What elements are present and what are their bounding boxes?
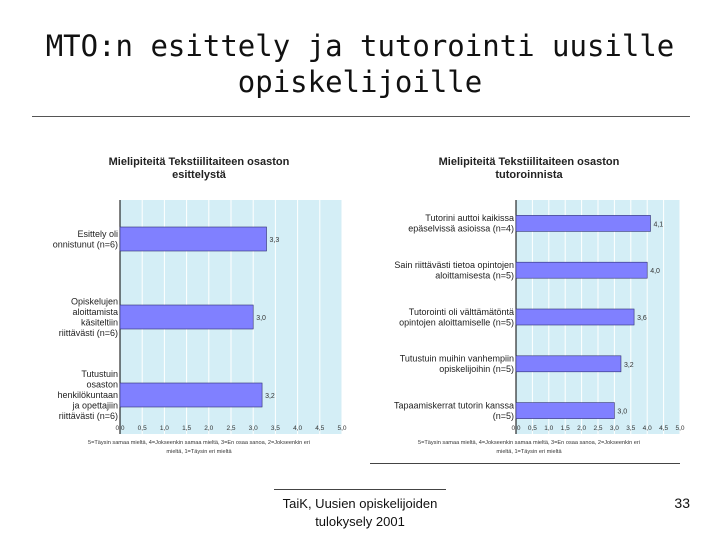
- category-label: onnistunut (n=6): [53, 239, 118, 249]
- category-label: Tutorini auttoi kaikissa: [425, 213, 514, 223]
- x-tick-label: 4,0: [643, 425, 652, 432]
- bar: [119, 226, 267, 252]
- x-tick-label: 1,0: [160, 425, 169, 432]
- category-label: aloittamisesta (n=5): [435, 270, 514, 280]
- category-label: Tutustuin muihin vanhempiin: [400, 354, 514, 364]
- x-tick-label: 5,0: [337, 425, 346, 432]
- category-label: Sain riittävästi tietoa opintojen: [394, 260, 514, 270]
- chart-tutorointi: Mielipiteitä Tekstiilitaiteen osaston tu…: [370, 150, 688, 468]
- data-label: 4,0: [650, 268, 660, 275]
- category-label: Opiskelujen: [71, 296, 118, 306]
- category-label: Tapaamiskerrat tutorin kanssa: [394, 400, 514, 410]
- bar: [515, 261, 648, 279]
- x-tick-label: 3,0: [249, 425, 258, 432]
- x-tick-label: 0,5: [528, 425, 537, 432]
- x-tick-label: 3,5: [626, 425, 635, 432]
- footer-line1: TaiK, Uusien opiskelijoiden: [282, 496, 438, 511]
- category-label: käsiteltiin: [81, 317, 118, 327]
- x-tick-label: 4,5: [315, 425, 324, 432]
- x-tick-label: 1,5: [182, 425, 191, 432]
- x-tick-label: 4,0: [293, 425, 302, 432]
- category-label: Tutustuin: [81, 369, 118, 379]
- bar: [515, 215, 651, 232]
- chart-esittely: Mielipiteitä Tekstiilitaiteen osaston es…: [40, 150, 358, 468]
- footer-divider: [274, 489, 446, 490]
- data-label: 3,0: [256, 315, 266, 322]
- x-tick-label: 0,5: [138, 425, 147, 432]
- x-tick-label: 4,5: [659, 425, 668, 432]
- category-label: aloittamista: [72, 307, 118, 317]
- slide-title-line2: opiskelijoille: [237, 65, 483, 99]
- category-label: opintojen aloittamiselle (n=5): [399, 317, 514, 327]
- data-label: 3,3: [270, 237, 280, 244]
- category-label: riittävästi (n=6): [59, 328, 118, 338]
- x-tick-label: 1,0: [544, 425, 553, 432]
- bar: [515, 402, 615, 419]
- x-tick-label: 5,0: [675, 425, 684, 432]
- scale-note: mieltä, 1=Täysin eri mieltä: [166, 449, 232, 455]
- data-label: 4,1: [653, 221, 663, 228]
- footer-source: TaiK, Uusien opiskelijoiden tulokysely 2…: [250, 495, 470, 531]
- bar: [515, 355, 622, 373]
- chart-tutorointi-plot: 0,00,51,01,52,02,53,03,54,04,55,04,1Tuto…: [394, 200, 685, 455]
- x-tick-label: 2,5: [226, 425, 235, 432]
- x-tick-label: 2,0: [204, 425, 213, 432]
- x-tick-label: 3,0: [610, 425, 619, 432]
- page-number: 33: [674, 495, 690, 511]
- data-label: 3,0: [617, 409, 627, 416]
- x-tick-label: 1,5: [561, 425, 570, 432]
- category-label: Tutorointi oli välttämätöntä: [409, 307, 514, 317]
- bar: [119, 304, 254, 330]
- x-tick-label: 3,5: [271, 425, 280, 432]
- bar: [119, 382, 263, 408]
- chart-title: Mielipiteitä Tekstiilitaiteen osaston es…: [108, 156, 290, 181]
- bar: [515, 308, 635, 326]
- chart-title: Mielipiteitä Tekstiilitaiteen osaston tu…: [438, 156, 620, 181]
- slide-title: MTO:n esittely ja tutorointi uusille opi…: [40, 28, 680, 100]
- chart-esittely-plot: 0,00,51,01,52,02,53,03,54,04,55,03,3Esit…: [53, 200, 347, 455]
- data-label: 3,2: [624, 362, 634, 369]
- data-label: 3,6: [637, 315, 647, 322]
- scale-note: 5=Täysin samaa mieltä, 4=Jokseenkin sama…: [88, 440, 310, 446]
- category-label: riittävästi (n=6): [59, 411, 118, 421]
- category-label: osaston: [86, 380, 118, 390]
- category-label: (n=5): [493, 411, 514, 421]
- x-tick-label: 2,5: [593, 425, 602, 432]
- category-label: opiskelijoihin (n=5): [439, 364, 514, 374]
- footer-line2: tulokysely 2001: [315, 514, 405, 529]
- category-label: Esittely oli: [77, 229, 118, 239]
- data-label: 3,2: [265, 393, 275, 400]
- x-tick-label: 2,0: [577, 425, 586, 432]
- category-label: henkilökuntaan: [57, 390, 118, 400]
- slide-title-line1: MTO:n esittely ja tutorointi uusille: [45, 29, 675, 63]
- title-divider: [32, 116, 690, 117]
- scale-note: mieltä, 1=Täysin eri mieltä: [496, 449, 562, 455]
- scale-note: 5=Täysin samaa mieltä, 4=Jokseenkin sama…: [418, 440, 640, 446]
- category-label: ja opettajiin: [71, 401, 118, 411]
- chart-underline: [370, 463, 680, 464]
- category-label: epäselvissä asioissa (n=4): [408, 224, 514, 234]
